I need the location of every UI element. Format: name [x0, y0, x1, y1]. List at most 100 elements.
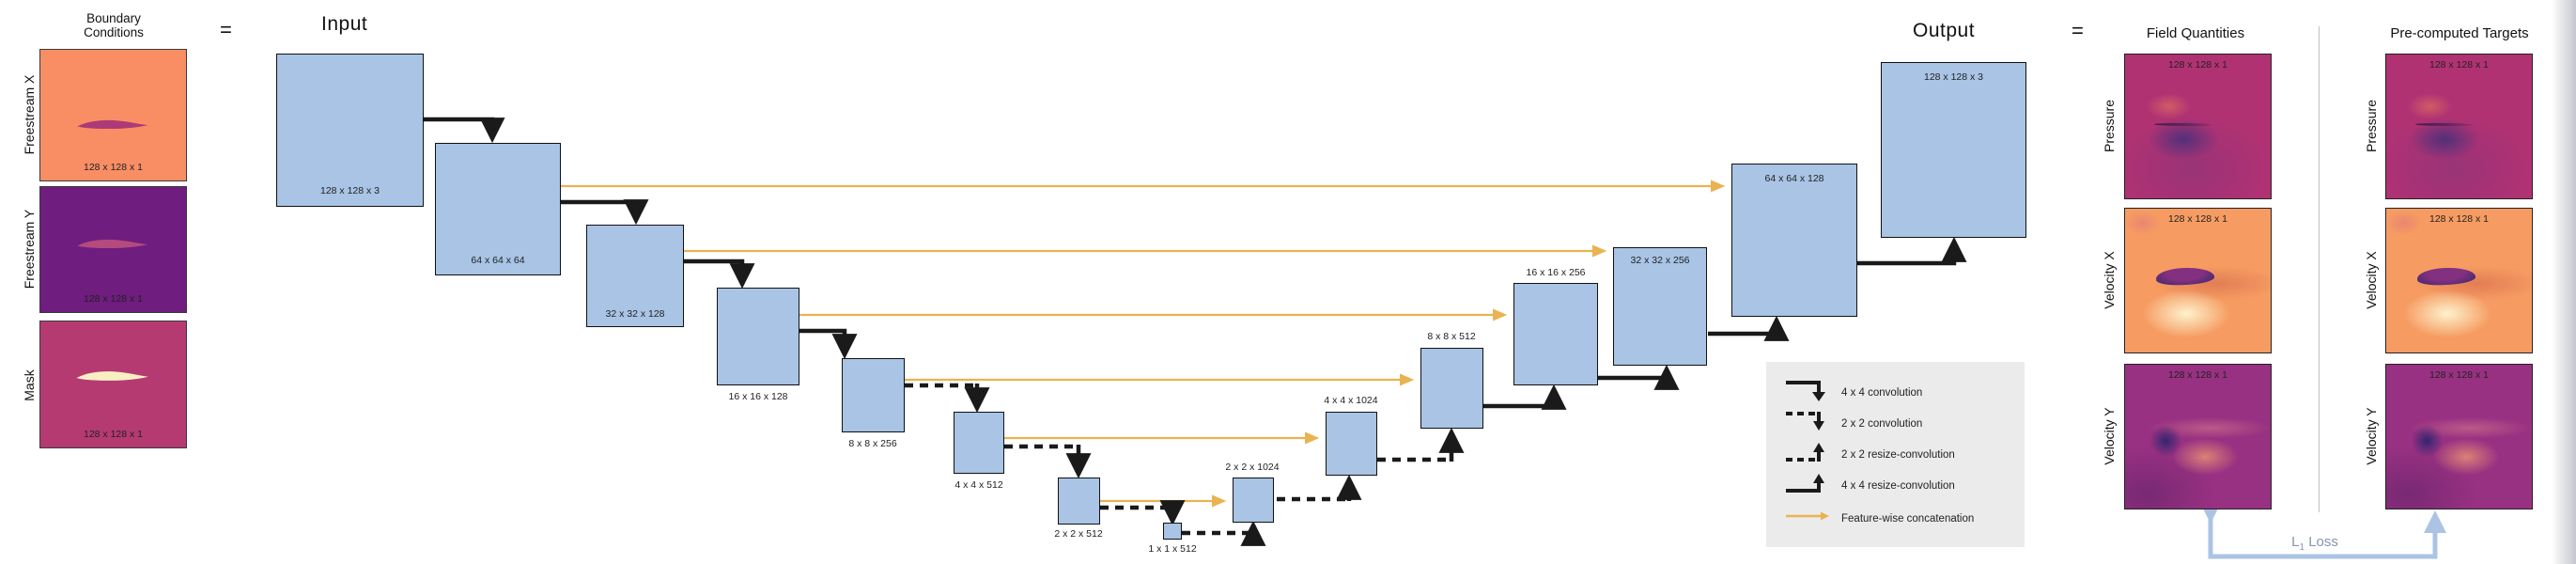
block-enc-8: [842, 358, 905, 432]
legend-label: 4 x 4 resize-convolution: [1841, 479, 1955, 492]
block-dec-8-dims: 8 x 8 x 512: [1427, 331, 1476, 342]
target-pressure-dims: 128 x 128 x 1: [2429, 59, 2490, 70]
resize4-arrow-4: [1857, 236, 1967, 266]
legend-label: Feature-wise concatenation: [1841, 512, 1975, 525]
input-title: Input: [321, 13, 368, 35]
block-input: 128 x 128 x 3: [276, 54, 424, 207]
l1-loss-bracket: [2199, 500, 2446, 559]
boundary-title-line2: Conditions: [84, 25, 144, 39]
legend-item-conv4: 4 x 4 convolution: [1783, 377, 2025, 408]
block-dec-4: [1326, 407, 1382, 476]
block-dec-2: [1233, 473, 1279, 523]
legend-item-concat: Feature-wise concatenation: [1783, 503, 2025, 534]
concat-arrow-icon: [1783, 504, 1836, 533]
legend-label: 4 x 4 convolution: [1841, 386, 1923, 399]
block-dec-8: [1420, 343, 1488, 429]
conv4-arrow-3: [684, 258, 755, 290]
target-velocity-x-image: 128 x 128 x 1: [2385, 208, 2533, 353]
legend-label: 2 x 2 resize-convolution: [1841, 448, 1955, 461]
field-quantities-title: Field Quantities: [2146, 25, 2245, 41]
field-pressure-label: Pressure: [2102, 99, 2117, 153]
field-velocity-x-label: Velocity X: [2102, 251, 2117, 309]
freestream-x-dims: 128 x 128 x 1: [83, 162, 144, 173]
l1-loss-label: L1 Loss: [2291, 534, 2338, 553]
legend-item-resize2: 2 x 2 resize-convolution: [1783, 439, 2025, 470]
block-enc-2: [1058, 478, 1100, 525]
l1-loss-l: L: [2291, 534, 2300, 550]
mask-panel: 128 x 128 x 1: [39, 321, 187, 448]
block-enc-16-dims: 16 x 16 x 128: [728, 391, 788, 402]
block-enc-32: 32 x 32 x 128: [586, 225, 684, 327]
block-dec-16: [1513, 278, 1603, 385]
boundary-conditions-title: Boundary Conditions: [45, 11, 182, 39]
resize-conv2-arrow-icon: [1783, 440, 1836, 469]
resize4-arrow-3: [1708, 315, 1790, 341]
field-pressure-image: 128 x 128 x 1: [2124, 54, 2272, 199]
resize-conv4-arrow-icon: [1783, 471, 1836, 500]
freestream-x-panel: 128 x 128 x 1: [39, 49, 187, 181]
concat-arrows: [561, 180, 1726, 508]
mask-dims: 128 x 128 x 1: [83, 429, 144, 440]
target-velocity-x-label: Velocity X: [2364, 251, 2379, 309]
freestream-y-panel: 128 x 128 x 1: [39, 186, 187, 313]
column-divider: [2319, 26, 2320, 512]
block-output: 128 x 128 x 3: [1881, 62, 2026, 238]
conv4-arrows: [424, 117, 858, 360]
field-velocity-x-image: 128 x 128 x 1: [2124, 208, 2272, 353]
block-dec-2-dims: 2 x 2 x 1024: [1225, 462, 1280, 473]
right-edge-shade: [2552, 0, 2576, 564]
output-title: Output: [1913, 20, 1976, 41]
block-dec-16-dims: 16 x 16 x 256: [1526, 267, 1586, 278]
block-dec-32-dims: 32 x 32 x 256: [1630, 255, 1690, 266]
airfoil-shape: [76, 370, 148, 381]
block-enc-8-dims: 8 x 8 x 256: [848, 438, 897, 449]
field-pressure-dims: 128 x 128 x 1: [2167, 59, 2228, 70]
conv2-arrowheads: [964, 384, 1465, 546]
block-enc-16: [717, 288, 799, 385]
l1-loss-arrows: [2199, 500, 2446, 559]
block-bottleneck-dims: 1 x 1 x 512: [1148, 543, 1197, 555]
block-dec-4-dims: 4 x 4 x 1024: [1324, 395, 1378, 406]
precomputed-targets-title: Pre-computed Targets: [2390, 25, 2529, 41]
l1-loss-sub: 1: [2299, 542, 2305, 553]
block-dec-64: 64 x 64 x 128: [1731, 159, 1862, 317]
resize4-arrows: [1483, 236, 1967, 410]
field-velocity-y-label: Velocity Y: [2102, 407, 2117, 465]
airfoil-shape: [77, 240, 148, 249]
block-dec-64-dims: 64 x 64 x 128: [1764, 173, 1824, 184]
conv4-arrow-2: [561, 199, 649, 226]
conv4-arrow-1: [424, 117, 505, 144]
legend-label: 2 x 2 convolution: [1841, 417, 1923, 430]
l1-loss-rest: Loss: [2304, 534, 2338, 550]
legend-item-resize4: 4 x 4 resize-convolution: [1783, 470, 2025, 501]
block-enc-4-dims: 4 x 4 x 512: [954, 479, 1003, 491]
field-velocity-y-dims: 128 x 128 x 1: [2167, 369, 2228, 381]
block-enc-32-dims: 32 x 32 x 128: [605, 308, 665, 320]
resize4-arrow-2: [1598, 364, 1680, 390]
field-velocity-x-dims: 128 x 128 x 1: [2167, 213, 2228, 225]
block-enc-64: 64 x 64 x 64: [435, 143, 561, 275]
conv4-arrow-4: [799, 328, 858, 360]
target-pressure-label: Pressure: [2364, 99, 2379, 153]
conv4-arrow-icon: [1783, 378, 1836, 407]
target-velocity-y-dims: 128 x 128 x 1: [2429, 369, 2490, 381]
block-input-dims: 128 x 128 x 3: [319, 185, 380, 196]
airfoil-shape: [77, 120, 148, 130]
equals-sign-right: =: [2072, 19, 2084, 42]
freestream-y-dims: 128 x 128 x 1: [83, 293, 144, 305]
block-output-dims: 128 x 128 x 3: [1923, 71, 1984, 83]
block-dec-32: 32 x 32 x 256: [1613, 243, 1712, 366]
block-enc-4: [954, 412, 1004, 474]
target-velocity-x-dims: 128 x 128 x 1: [2429, 213, 2490, 225]
conv2-arrow-icon: [1783, 409, 1836, 438]
block-bottleneck: [1163, 523, 1182, 540]
target-velocity-y-image: 128 x 128 x 1: [2385, 364, 2533, 509]
resize4-arrow-1: [1483, 384, 1567, 410]
boundary-title-line1: Boundary: [86, 11, 141, 25]
field-velocity-y-image: 128 x 128 x 1: [2124, 364, 2272, 509]
legend: 4 x 4 convolution 2 x 2 convolution 2: [1766, 362, 2025, 547]
block-enc-2-dims: 2 x 2 x 512: [1054, 528, 1103, 540]
legend-item-conv2: 2 x 2 convolution: [1783, 408, 2025, 439]
